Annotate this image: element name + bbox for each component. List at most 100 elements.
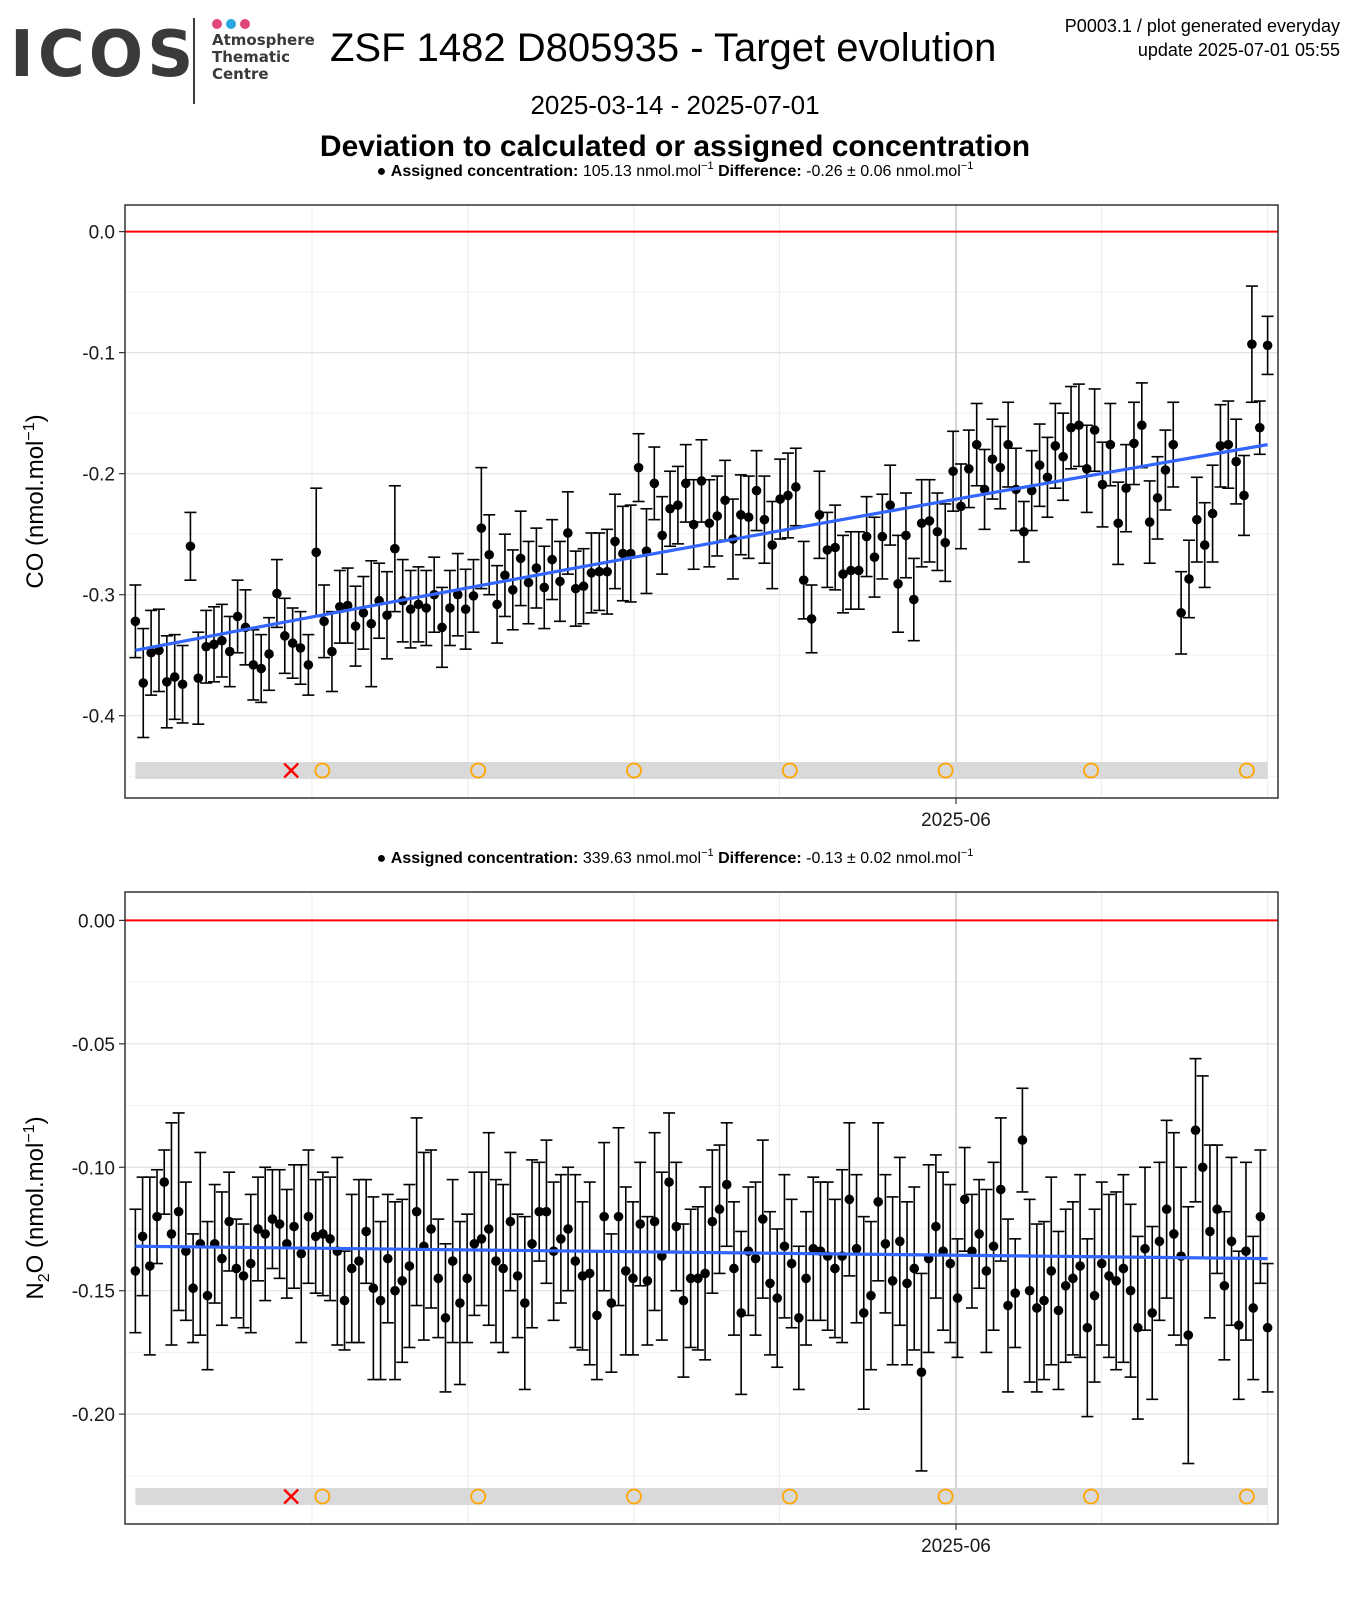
y-tick-label: -0.20 bbox=[72, 1405, 115, 1426]
data-point bbox=[814, 510, 825, 520]
data-point bbox=[1133, 1322, 1143, 1333]
data-point bbox=[902, 1278, 912, 1289]
data-point bbox=[500, 570, 510, 581]
data-point bbox=[767, 540, 778, 550]
assigned-value: 105.13 nmol.mol bbox=[583, 163, 701, 180]
data-point bbox=[1176, 608, 1186, 618]
data-point bbox=[673, 500, 683, 510]
data-point bbox=[531, 563, 542, 573]
data-point bbox=[238, 1271, 249, 1281]
data-point bbox=[1205, 1226, 1215, 1237]
data-point bbox=[319, 616, 329, 627]
data-point bbox=[633, 462, 644, 473]
data-point bbox=[1154, 1236, 1165, 1247]
data-point bbox=[794, 1313, 804, 1323]
legend-superscript: −1 bbox=[961, 160, 974, 172]
logo-dot bbox=[240, 19, 250, 29]
data-point bbox=[714, 1204, 725, 1215]
data-point bbox=[1255, 1211, 1266, 1222]
data-point bbox=[649, 1216, 660, 1227]
data-point bbox=[844, 1194, 855, 1205]
data-point bbox=[751, 485, 762, 496]
data-point bbox=[791, 482, 801, 492]
status-band bbox=[135, 762, 1268, 779]
data-point bbox=[772, 1293, 783, 1303]
data-point bbox=[515, 553, 526, 564]
y-tick-label: -0.1 bbox=[82, 344, 115, 365]
data-point bbox=[1104, 1271, 1114, 1281]
data-point bbox=[130, 616, 141, 627]
data-point bbox=[498, 1263, 508, 1274]
data-point bbox=[606, 1298, 617, 1308]
data-point bbox=[830, 542, 840, 553]
logo-sub-line: Atmosphere bbox=[212, 31, 315, 49]
data-point bbox=[260, 1229, 270, 1239]
data-point bbox=[1039, 1295, 1049, 1306]
data-point bbox=[437, 622, 447, 633]
data-point bbox=[846, 565, 856, 576]
legend-superscript: −1 bbox=[701, 847, 714, 859]
legend-superscript: −1 bbox=[961, 847, 974, 859]
chart-panel-co: ● Assigned concentration: 105.13 nmol.mo… bbox=[21, 160, 1279, 831]
data-point bbox=[539, 582, 550, 593]
data-point bbox=[452, 589, 463, 600]
y-tick-label: -0.3 bbox=[82, 586, 115, 607]
data-point bbox=[455, 1298, 465, 1308]
data-point bbox=[460, 604, 471, 615]
data-point bbox=[350, 621, 361, 631]
data-point bbox=[1160, 465, 1171, 475]
trend-line bbox=[135, 1244, 1268, 1261]
data-point bbox=[736, 1308, 746, 1318]
data-point bbox=[138, 678, 149, 688]
data-point bbox=[1074, 420, 1084, 431]
data-point bbox=[901, 530, 911, 541]
legend: ● Assigned concentration: 339.63 nmol.mo… bbox=[377, 847, 974, 867]
data-point bbox=[512, 1271, 523, 1281]
data-point bbox=[570, 1256, 581, 1266]
data-point bbox=[272, 588, 282, 599]
data-point bbox=[584, 1268, 595, 1279]
data-point bbox=[217, 635, 227, 646]
difference-value: -0.26 ± 0.06 nmol.mol bbox=[806, 163, 961, 180]
y-axis-label: CO (nmol.mol−1) bbox=[21, 414, 49, 588]
data-point bbox=[555, 576, 565, 587]
data-point bbox=[736, 510, 746, 520]
data-point bbox=[721, 1179, 732, 1190]
data-point bbox=[217, 1253, 227, 1264]
data-point bbox=[1140, 1243, 1150, 1254]
page-header: ICOS Atmosphere Thematic Centre ZSF 1482… bbox=[0, 0, 1350, 200]
data-point bbox=[1262, 1322, 1273, 1333]
data-point bbox=[1147, 1308, 1158, 1318]
data-point bbox=[971, 439, 982, 450]
data-point bbox=[296, 1248, 307, 1259]
data-point bbox=[492, 599, 502, 610]
data-point bbox=[801, 1273, 811, 1284]
assigned-value: 339.63 nmol.mol bbox=[583, 850, 701, 867]
data-point bbox=[750, 1253, 761, 1264]
data-point bbox=[981, 1266, 992, 1276]
logo-dot bbox=[226, 19, 236, 29]
data-point bbox=[979, 484, 990, 495]
data-point bbox=[279, 631, 290, 641]
data-point bbox=[665, 503, 675, 514]
data-point bbox=[358, 608, 369, 618]
data-point bbox=[248, 660, 259, 670]
data-point bbox=[1226, 1236, 1237, 1247]
logo-dots bbox=[212, 16, 254, 29]
y-tick-label: -0.10 bbox=[72, 1158, 115, 1179]
data-point bbox=[700, 1268, 710, 1279]
status-band bbox=[135, 1488, 1268, 1505]
data-point bbox=[995, 462, 1006, 473]
assigned-label: Assigned concentration: bbox=[391, 163, 583, 180]
data-point bbox=[995, 1184, 1006, 1195]
status-marker-ok bbox=[626, 762, 642, 779]
status-marker-ok bbox=[1238, 762, 1255, 779]
data-point bbox=[931, 1221, 941, 1232]
x-tick-label: 2025-06 bbox=[921, 810, 991, 831]
data-point bbox=[413, 599, 424, 610]
data-point bbox=[426, 1224, 436, 1234]
data-point bbox=[858, 1308, 869, 1318]
data-point bbox=[397, 1276, 408, 1286]
data-point bbox=[1034, 460, 1045, 470]
data-point bbox=[390, 543, 400, 554]
